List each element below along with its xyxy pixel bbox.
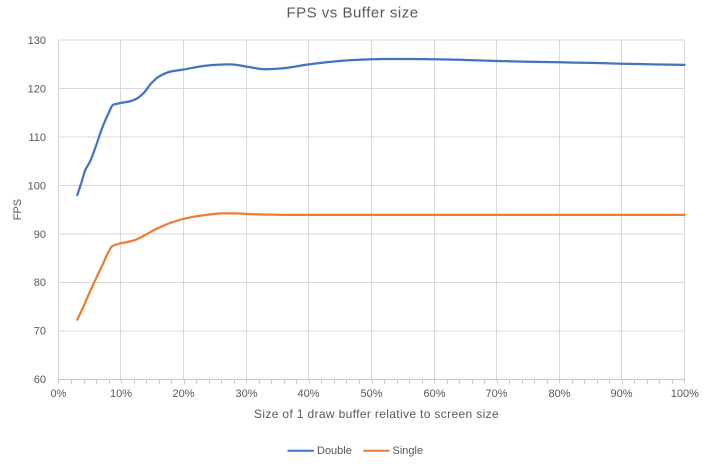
svg-text:FPS vs Buffer size: FPS vs Buffer size [286,5,418,22]
svg-text:110: 110 [28,132,46,144]
svg-text:40%: 40% [297,388,319,400]
svg-text:60: 60 [34,374,46,386]
svg-text:Double: Double [317,445,352,457]
svg-text:50%: 50% [360,388,382,400]
svg-text:70: 70 [34,326,46,338]
svg-text:Single: Single [393,445,424,457]
svg-text:80: 80 [34,277,46,289]
svg-text:FPS: FPS [12,199,24,220]
svg-text:20%: 20% [172,388,194,400]
svg-text:90: 90 [34,229,46,241]
svg-text:Size of 1 draw buffer relative: Size of 1 draw buffer relative to screen… [254,407,499,421]
svg-text:60%: 60% [423,388,445,400]
svg-text:10%: 10% [110,388,132,400]
svg-text:120: 120 [28,83,46,95]
svg-text:130: 130 [28,35,46,47]
svg-text:0%: 0% [51,388,67,400]
svg-text:80%: 80% [548,388,570,400]
svg-text:70%: 70% [485,388,507,400]
svg-text:30%: 30% [235,388,257,400]
svg-text:100%: 100% [671,388,699,400]
svg-text:100: 100 [28,180,46,192]
svg-text:90%: 90% [610,388,632,400]
